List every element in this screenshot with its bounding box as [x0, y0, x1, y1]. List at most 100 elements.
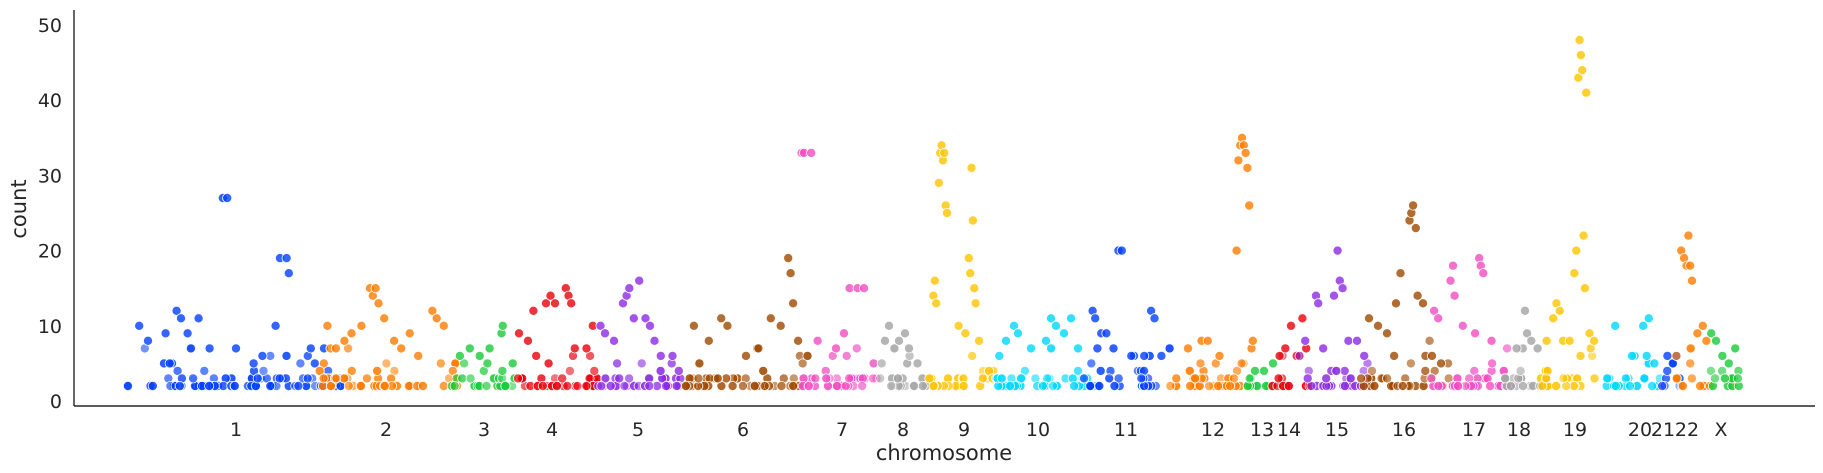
- data-point: [741, 350, 752, 361]
- y-tick-label: 30: [38, 165, 62, 187]
- data-point: [281, 253, 292, 264]
- data-point: [1457, 320, 1468, 331]
- baseline-point: [293, 380, 304, 391]
- data-point: [859, 283, 870, 294]
- baseline-point: [1647, 380, 1658, 391]
- baseline-point: [265, 380, 276, 391]
- baseline-point: [188, 373, 199, 384]
- baseline-point: [1624, 380, 1635, 391]
- x-tick-label: 7: [836, 419, 848, 441]
- baseline-point: [967, 350, 978, 361]
- data-point: [182, 328, 193, 339]
- y-tick-label: 0: [50, 391, 62, 413]
- data-point: [248, 358, 259, 369]
- baseline-point: [1302, 373, 1313, 384]
- baseline-point: [1397, 380, 1408, 391]
- baseline-point: [1705, 365, 1716, 376]
- data-point: [1522, 328, 1533, 339]
- baseline-point: [1213, 380, 1224, 391]
- x-axis-label: chromosome: [876, 441, 1012, 465]
- data-point: [894, 335, 905, 346]
- data-point: [1574, 35, 1585, 46]
- data-point: [793, 335, 804, 346]
- baseline-point: [204, 380, 215, 391]
- data-point: [655, 350, 666, 361]
- chromosome-18-points: [1500, 305, 1551, 391]
- baseline-point: [924, 373, 935, 384]
- data-point: [645, 320, 656, 331]
- data-point: [1649, 358, 1660, 369]
- baseline-point: [797, 358, 808, 369]
- data-point: [1412, 290, 1423, 301]
- data-point: [1013, 328, 1024, 339]
- baseline-point: [581, 380, 592, 391]
- data-point: [1470, 328, 1481, 339]
- baseline-point: [612, 358, 623, 369]
- chromosome-2-points: [314, 283, 462, 391]
- baseline-point: [557, 373, 568, 384]
- x-tick-label: 8: [897, 419, 909, 441]
- baseline-point: [1695, 380, 1706, 391]
- baseline-point: [302, 373, 313, 384]
- baseline-point: [147, 380, 158, 391]
- baseline-point: [1433, 380, 1444, 391]
- x-tick-label: 22: [1675, 419, 1699, 441]
- baseline-point: [372, 365, 383, 376]
- data-point: [1627, 350, 1638, 361]
- baseline-point: [680, 380, 691, 391]
- chromosome-22-points: [1671, 230, 1716, 391]
- x-tick-label: 2: [380, 419, 392, 441]
- baseline-point: [1085, 380, 1096, 391]
- baseline-point: [1016, 373, 1027, 384]
- chromosome-5-points: [593, 275, 686, 391]
- data-point: [1410, 223, 1421, 234]
- x-tick-label: 4: [546, 419, 558, 441]
- baseline-point: [821, 373, 832, 384]
- baseline-point: [619, 380, 630, 391]
- data-point: [305, 343, 316, 354]
- data-point: [1073, 343, 1084, 354]
- data-point: [969, 283, 980, 294]
- baseline-point: [1321, 373, 1332, 384]
- baseline-point: [600, 373, 611, 384]
- baseline-point: [1641, 350, 1652, 361]
- data-point: [1139, 350, 1150, 361]
- data-point: [581, 343, 592, 354]
- chromosome-4-points: [513, 283, 602, 391]
- data-point: [514, 328, 525, 339]
- baseline-point: [893, 373, 904, 384]
- data-point: [1242, 162, 1253, 173]
- baseline-point: [1048, 380, 1059, 391]
- data-point: [1692, 328, 1703, 339]
- data-point: [569, 343, 580, 354]
- baseline-point: [346, 365, 357, 376]
- data-point: [1149, 313, 1160, 324]
- chromosome-17-points: [1426, 253, 1517, 391]
- baseline-point: [379, 380, 390, 391]
- baseline-point: [1331, 365, 1342, 376]
- data-point: [497, 320, 508, 331]
- baseline-point: [636, 358, 647, 369]
- baseline-point: [1236, 358, 1247, 369]
- data-point: [1685, 260, 1696, 271]
- data-point: [900, 328, 911, 339]
- data-point: [1214, 350, 1225, 361]
- data-point: [1268, 358, 1279, 369]
- baseline-point: [624, 373, 635, 384]
- data-point: [550, 298, 561, 309]
- data-point: [595, 320, 606, 331]
- baseline-point: [1204, 380, 1215, 391]
- baseline-point: [172, 365, 183, 376]
- data-point: [346, 328, 357, 339]
- data-point: [566, 298, 577, 309]
- baseline-point: [435, 358, 446, 369]
- data-point: [939, 147, 950, 158]
- baseline-point: [497, 365, 508, 376]
- baseline-point: [1095, 365, 1106, 376]
- y-axis-label: count: [7, 179, 31, 238]
- data-point: [1090, 313, 1101, 324]
- baseline-point: [274, 373, 285, 384]
- baseline-point: [857, 380, 868, 391]
- data-point: [1329, 290, 1340, 301]
- baseline-point: [1195, 358, 1206, 369]
